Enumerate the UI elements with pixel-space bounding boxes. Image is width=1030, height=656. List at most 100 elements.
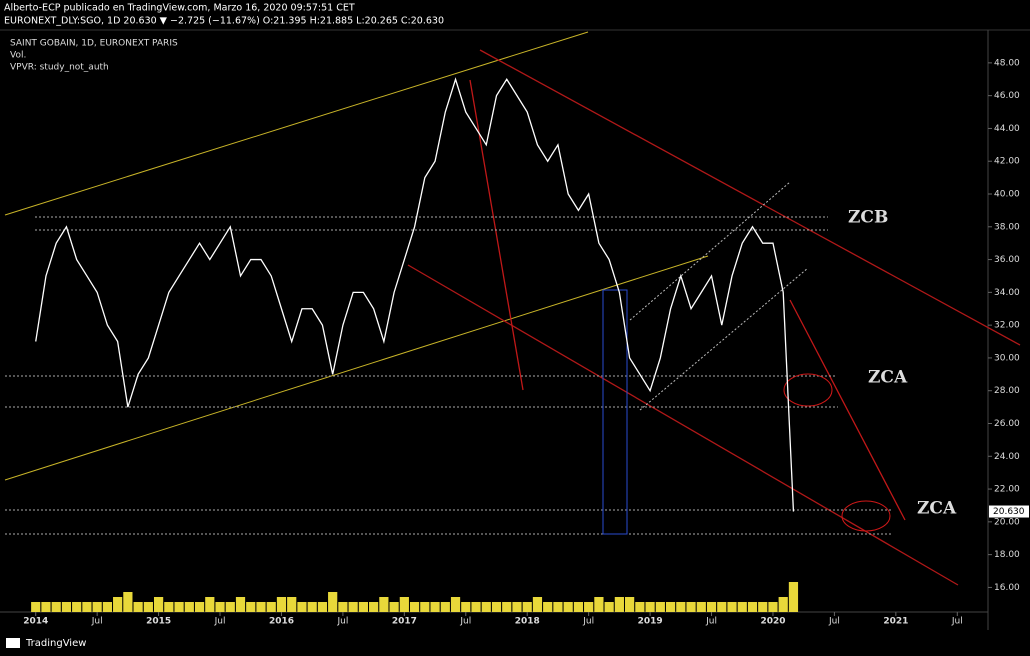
volume-bar [51, 602, 61, 612]
y-tick-label: 28.00 [994, 386, 1020, 396]
volume-bar [61, 602, 72, 612]
volume-bar [72, 602, 82, 612]
volume-bar [420, 602, 430, 612]
y-tick-label: 38.00 [994, 222, 1020, 232]
volume-bar [317, 602, 328, 612]
x-tick-label: 2014 [23, 617, 48, 627]
box [602, 289, 628, 535]
volume-bar [133, 602, 143, 612]
volume-bar [706, 602, 717, 612]
drawings [4, 31, 1021, 586]
volume-bar [41, 602, 51, 612]
volume-bar [123, 592, 133, 612]
volume-bar [573, 602, 584, 612]
x-tick-label: 2019 [638, 617, 663, 627]
annotation: ZCB [848, 208, 888, 228]
ellipse [783, 373, 833, 407]
annotation: ZCA [868, 368, 908, 388]
volume-bar [450, 597, 461, 612]
y-tick-label: 44.00 [994, 124, 1020, 134]
volume-bar [174, 602, 184, 612]
volume-bar [266, 602, 276, 612]
x-tick-label: 2018 [515, 617, 540, 627]
volume-bar [113, 597, 123, 612]
volume-bar [676, 602, 686, 612]
volume-bar [758, 602, 768, 612]
volume-bar [235, 597, 246, 612]
volume-bar [594, 597, 604, 612]
arrow [469, 79, 524, 391]
volume-bar [655, 602, 665, 612]
study-label: VPVR: study_not_auth [10, 63, 109, 73]
volume-bar [225, 602, 235, 612]
channel-line [629, 181, 791, 321]
volume-bar [686, 602, 696, 612]
y-tick-label: 42.00 [994, 157, 1020, 167]
y-tick-label: 40.00 [994, 190, 1020, 200]
y-tick-label: 34.00 [994, 288, 1020, 298]
volume-bar [287, 597, 297, 612]
x-tick-label: Jul [828, 617, 840, 627]
volume-bar [348, 602, 358, 612]
x-tick-label: Jul [459, 617, 471, 627]
header-line: Alberto-ECP publicado en TradingView.com… [4, 3, 355, 14]
volume-bar [297, 602, 307, 612]
volume-bar [143, 602, 153, 612]
volume-bar [788, 582, 799, 612]
y-tick-label: 18.00 [994, 550, 1020, 560]
trend-line [407, 264, 959, 586]
volume-bar [625, 597, 635, 612]
volume-bar [553, 602, 563, 612]
volume-bar [614, 597, 624, 612]
x-tick-label: Jul [705, 617, 717, 627]
volume-bar [194, 602, 205, 612]
y-tick-label: 22.00 [994, 485, 1020, 495]
volume-bar [205, 597, 215, 612]
volume-bar [31, 602, 41, 612]
study-label: Vol. [10, 51, 26, 61]
logo-icon [6, 638, 20, 648]
y-tick-label: 48.00 [994, 58, 1020, 68]
volume-bar [481, 602, 491, 612]
y-tick-label: 26.00 [994, 419, 1020, 429]
last-price-box [989, 505, 1029, 518]
volume-bar [461, 602, 471, 612]
x-tick-label: Jul [951, 617, 963, 627]
header-line: EURONEXT_DLY:SGO, 1D 20.630 ▼ −2.725 (−1… [4, 16, 444, 27]
volume-bar [164, 602, 174, 612]
channel-line [639, 267, 809, 411]
x-tick-label: Jul [91, 617, 103, 627]
volume-bar [512, 602, 522, 612]
volume-bar [256, 602, 266, 612]
x-tick-label: 2021 [883, 617, 908, 627]
y-tick-label: 46.00 [994, 91, 1020, 101]
y-tick-label: 30.00 [994, 353, 1020, 363]
volume-bar [737, 602, 747, 612]
volume-bar [82, 602, 92, 612]
volume-bar [92, 602, 102, 612]
last-price-label: 20.630 [993, 507, 1025, 517]
volume-bar [491, 602, 502, 612]
volume-bar [338, 602, 348, 612]
volume-bar [399, 597, 409, 612]
x-tick-label: Jul [582, 617, 594, 627]
arrow [789, 299, 906, 521]
volume-bar [604, 602, 614, 612]
volume-bar [153, 597, 164, 612]
volume-bar [778, 597, 788, 612]
volume-bar [102, 602, 113, 612]
y-tick-label: 16.00 [994, 583, 1020, 593]
ellipse [841, 500, 891, 532]
volume-bar [409, 602, 420, 612]
volume-bar [307, 602, 317, 612]
price-line [35, 77, 795, 512]
volume-bar [276, 597, 287, 612]
trend-line [479, 49, 1021, 346]
volume-bar [768, 602, 778, 612]
x-tick-label: 2016 [269, 617, 294, 627]
volume-bar [430, 602, 440, 612]
y-tick-label: 32.00 [994, 321, 1020, 331]
volume-bar [379, 597, 389, 612]
volume-bar [727, 602, 737, 612]
